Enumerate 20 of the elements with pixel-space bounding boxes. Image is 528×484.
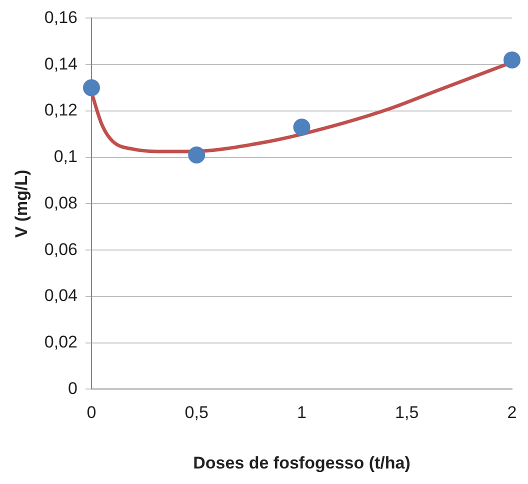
- y-tick-label: 0,08: [44, 193, 78, 212]
- y-tick-label: 0,02: [44, 332, 78, 352]
- y-tick-label: 0,16: [44, 8, 78, 27]
- point: [504, 51, 520, 68]
- x-tick-label: 0,5: [184, 403, 208, 422]
- x-tick-label: 1: [297, 403, 306, 422]
- y-tick-label: 0,1: [54, 147, 78, 166]
- y-tick-label: 0,04: [44, 286, 78, 306]
- y-tick-label: 0,14: [44, 54, 78, 74]
- x-tick-label: 2: [507, 403, 517, 422]
- x-tick-label: 1,5: [395, 403, 419, 422]
- y-tick-label: 0: [68, 378, 78, 398]
- point: [188, 146, 206, 164]
- y-tick-label: 0,06: [44, 240, 78, 259]
- point: [82, 79, 100, 96]
- point: [293, 118, 310, 136]
- x-axis-title: Doses de fosfogesso (t/ha): [193, 453, 410, 472]
- y-tick-label: 0,12: [44, 100, 78, 120]
- y-axis-title: V (mg/L): [12, 170, 31, 238]
- x-tick-label: 0: [86, 403, 96, 422]
